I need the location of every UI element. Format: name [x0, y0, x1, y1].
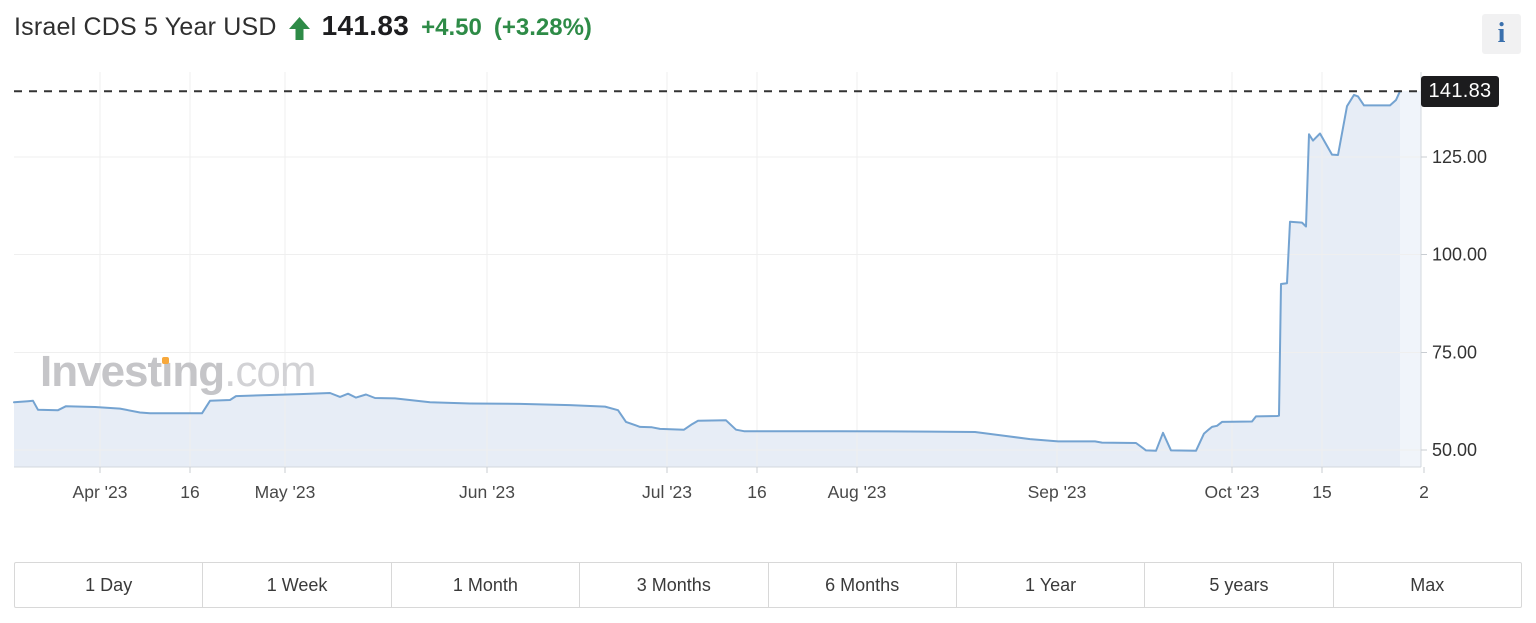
x-axis-label: May '23 [255, 482, 316, 502]
range-button-1-week[interactable]: 1 Week [202, 562, 392, 608]
y-axis-label: 75.00 [1432, 342, 1477, 362]
range-button-1-month[interactable]: 1 Month [390, 562, 581, 608]
range-button-1-day[interactable]: 1 Day [14, 562, 204, 608]
x-axis-label: 2 [1419, 482, 1429, 502]
x-axis-label: Aug '23 [828, 482, 887, 502]
y-axis-label: 50.00 [1432, 440, 1477, 460]
price-chart[interactable]: Apr '23 16 May '23 Jun '23 Jul '23 16 Aug '23 S… [0, 0, 1536, 540]
x-axis-label: 16 [180, 482, 199, 502]
instrument-title: Israel CDS 5 Year USD [14, 13, 277, 41]
area-fill [14, 91, 1400, 467]
range-button-5-years[interactable]: 5 years [1144, 562, 1334, 608]
price-line [13, 90, 1401, 452]
x-axis-label: 16 [747, 482, 766, 502]
x-axis-label: 15 [1312, 482, 1331, 502]
y-axis-label: 125.00 [1432, 147, 1487, 167]
price-change-percent: (+3.28%) [493, 14, 592, 41]
last-price-tag: 141.83 [1421, 76, 1499, 107]
instrument-header: Israel CDS 5 Year USD 141.83 +4.50 (+3.2… [14, 10, 592, 42]
y-axis-label: 100.00 [1432, 245, 1487, 265]
range-selector: 1 Day 1 Week 1 Month 3 Months 6 Months 1… [14, 562, 1522, 608]
price-change: +4.50 [421, 14, 482, 41]
range-button-6-months[interactable]: 6 Months [767, 562, 957, 608]
area-fill-extension [1400, 91, 1421, 467]
x-axis-label: Sep '23 [1028, 482, 1087, 502]
info-icon: i [1497, 18, 1506, 49]
x-axis-label: Jul '23 [642, 482, 692, 502]
range-button-3-months[interactable]: 3 Months [579, 562, 769, 608]
up-arrow-icon [288, 16, 310, 40]
range-button-max[interactable]: Max [1332, 562, 1522, 608]
x-axis-label: Jun '23 [459, 482, 515, 502]
range-button-1-year[interactable]: 1 Year [955, 562, 1146, 608]
x-axis-label: Apr '23 [73, 482, 128, 502]
last-price: 141.83 [321, 10, 410, 41]
x-axis-label: Oct '23 [1205, 482, 1260, 502]
info-button[interactable]: i [1482, 14, 1521, 54]
